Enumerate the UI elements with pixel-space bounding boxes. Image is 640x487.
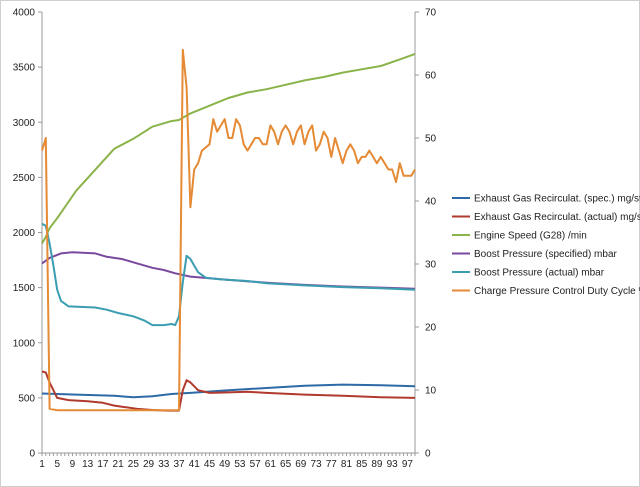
x-tick-label: 73 <box>310 459 322 470</box>
x-tick-label: 81 <box>341 459 353 470</box>
x-tick-label: 9 <box>70 459 76 470</box>
x-tick-label: 69 <box>295 459 307 470</box>
x-tick-label: 21 <box>113 459 125 470</box>
y-left-tick-label: 1000 <box>13 338 36 349</box>
x-tick-label: 57 <box>250 459 262 470</box>
x-tick-label: 65 <box>280 459 292 470</box>
x-tick-label: 37 <box>173 459 185 470</box>
x-tick-label: 5 <box>54 459 60 470</box>
x-tick-label: 49 <box>219 459 231 470</box>
x-tick-label: 29 <box>143 459 155 470</box>
x-tick-label: 53 <box>234 459 246 470</box>
x-tick-label: 77 <box>326 459 338 470</box>
y-right-tick-label: 40 <box>425 197 437 208</box>
y-right-tick-label: 70 <box>425 8 437 19</box>
x-tick-label: 25 <box>128 459 140 470</box>
x-tick-label: 45 <box>204 459 216 470</box>
y-left-tick-label: 2000 <box>13 228 36 239</box>
y-right-tick-label: 0 <box>425 449 431 460</box>
x-tick-label: 17 <box>97 459 109 470</box>
legend-label-4: Boost Pressure (specified) mbar <box>474 249 618 260</box>
y-right-tick-label: 50 <box>425 134 437 145</box>
y-right-tick-label: 10 <box>425 386 437 397</box>
series-line-5 <box>41 222 416 327</box>
y-left-tick-label: 3500 <box>13 63 36 74</box>
legend-label-1: Exhaust Gas Recirculat. (spec.) mg/str <box>474 194 640 205</box>
legend-label-5: Boost Pressure (actual) mbar <box>474 268 605 279</box>
x-tick-label: 41 <box>189 459 201 470</box>
x-tick-label: 61 <box>265 459 277 470</box>
legend-label-2: Exhaust Gas Recirculat. (actual) mg/str <box>474 212 640 223</box>
x-tick-label: 85 <box>356 459 368 470</box>
chart-axes: 0 500 1000 1500 2000 2500 3000 3500 4000 0 10 20 30 4… <box>13 8 437 471</box>
x-tick-label: 33 <box>158 459 170 470</box>
x-tick-label: 97 <box>402 459 414 470</box>
chart-series <box>41 48 416 412</box>
y-left-tick-label: 500 <box>18 393 35 404</box>
x-tick-label: 1 <box>39 459 45 470</box>
x-tick-label: 93 <box>387 459 399 470</box>
chart-legend: Exhaust Gas Recirculat. (spec.) mg/str Ex… <box>452 194 640 297</box>
x-tick-label: 89 <box>371 459 383 470</box>
series-line-1 <box>41 383 416 399</box>
legend-label-6: Charge Pressure Control Duty Cycle % <box>474 286 640 297</box>
series-line-6 <box>41 48 416 412</box>
legend-label-3: Engine Speed (G28) /min <box>474 231 587 242</box>
y-left-tick-label: 0 <box>29 449 35 460</box>
y-right-tick-label: 60 <box>425 71 437 82</box>
y-left-tick-label: 3000 <box>13 118 36 129</box>
y-right-tick-label: 30 <box>425 260 437 271</box>
y-right-tick-label: 20 <box>425 323 437 334</box>
y-left-tick-label: 4000 <box>13 8 36 19</box>
x-tick-label: 13 <box>82 459 94 470</box>
y-left-tick-label: 2500 <box>13 173 36 184</box>
y-left-tick-label: 1500 <box>13 283 36 294</box>
series-line-4 <box>41 251 416 290</box>
series-line-3 <box>41 52 416 244</box>
